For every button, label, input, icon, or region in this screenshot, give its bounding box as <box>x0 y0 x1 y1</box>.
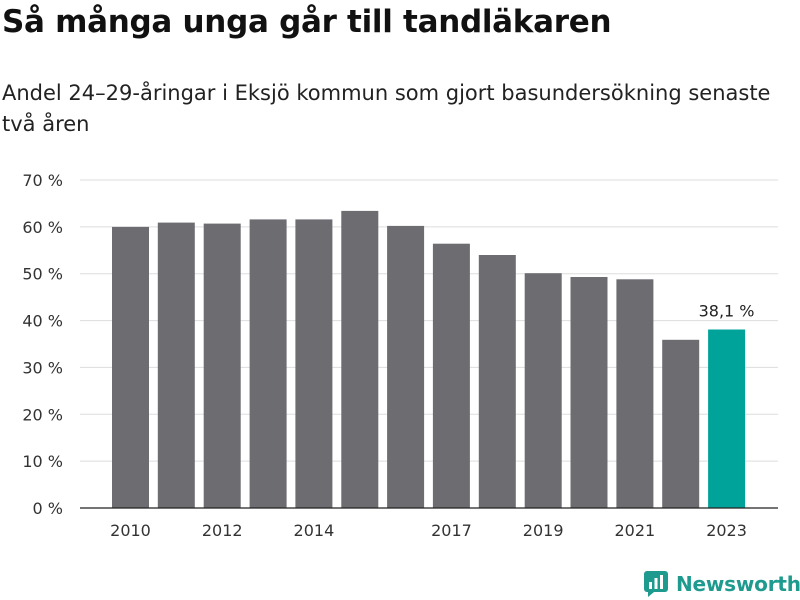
y-tick-label: 30 % <box>22 358 63 377</box>
y-tick-label: 0 % <box>33 499 63 518</box>
brand-name: Newsworthy <box>676 572 800 596</box>
y-axis-ticks: 0 % 10 % 20 % 30 % 40 % 50 % 60 % 70 % <box>22 171 63 518</box>
bar-2019 <box>524 273 562 508</box>
chart-subtitle: Andel 24–29-åringar i Eksjö kommun som g… <box>2 81 771 136</box>
bar-2018 <box>478 255 516 508</box>
y-tick-label: 60 % <box>22 218 63 237</box>
data-labels: 38,1 % <box>699 301 755 320</box>
x-tick-label: 2014 <box>294 521 335 540</box>
bar-2021 <box>616 279 654 508</box>
newsworthy-logo-icon <box>644 571 668 597</box>
y-tick-label: 70 % <box>22 171 63 190</box>
gridlines <box>80 179 778 462</box>
x-tick-label: 2017 <box>431 521 472 540</box>
bar-2012 <box>203 223 241 508</box>
bar-2022 <box>662 339 700 508</box>
bar-2011 <box>157 222 195 508</box>
y-tick-label: 40 % <box>22 312 63 331</box>
y-tick-label: 10 % <box>22 452 63 471</box>
x-tick-label: 2023 <box>706 521 747 540</box>
bar-2010 <box>112 226 149 508</box>
x-tick-label: 2012 <box>202 521 243 540</box>
x-tick-label: 2019 <box>523 521 564 540</box>
y-tick-label: 50 % <box>22 265 63 284</box>
data-label-2023: 38,1 % <box>699 301 755 320</box>
y-tick-label: 20 % <box>22 405 63 424</box>
bar-2015 <box>341 210 379 508</box>
x-axis-ticks: 2010 2012 2014 2017 2019 2021 2023 <box>110 521 747 540</box>
bar-2023 <box>708 329 746 508</box>
x-tick-label: 2021 <box>614 521 655 540</box>
bar-chart: 0 % 10 % 20 % 30 % 40 % 50 % 60 % 70 % 2010 2012… <box>22 171 778 540</box>
bar-2013 <box>249 219 287 508</box>
bar-2014 <box>295 219 333 508</box>
bar-2016 <box>387 225 425 508</box>
bars <box>112 210 746 508</box>
bar-2020 <box>570 277 608 508</box>
chart-title: Så många unga går till tandläkaren <box>2 4 612 40</box>
bar-2017 <box>432 243 470 508</box>
newsworthy-logo[interactable]: Newsworthy <box>644 570 800 598</box>
x-tick-label: 2010 <box>110 521 151 540</box>
